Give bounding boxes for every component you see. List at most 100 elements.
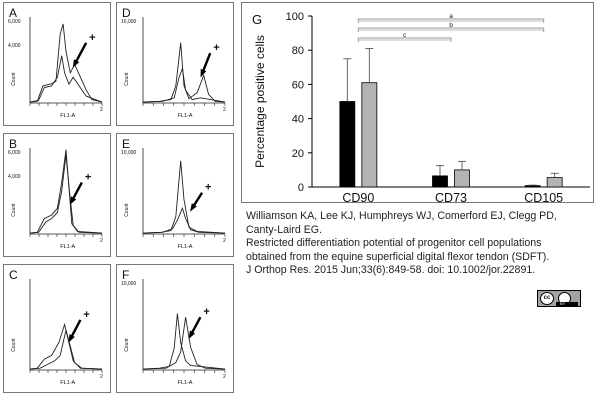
- histogram-curve: [142, 313, 226, 370]
- y-axis-label: Count: [11, 338, 17, 352]
- x-axis-label: FL1-A: [177, 244, 192, 250]
- bar: [361, 82, 378, 188]
- significance-label: b: [449, 22, 453, 29]
- plus-marker: +: [213, 42, 219, 54]
- arrowhead-icon: [188, 330, 196, 339]
- histogram-curve-alt: [142, 317, 226, 370]
- bar-chart: G 0 20 40 60 80 100 Percentage positive cells CD…: [252, 11, 590, 204]
- y-tick-label: 10,000: [121, 150, 137, 156]
- plus-marker: +: [89, 32, 95, 44]
- panel-label: D: [122, 6, 131, 20]
- significance-label: a: [449, 13, 453, 20]
- x-tick-label: CD105: [524, 191, 563, 204]
- y-tick-label: 4,000: [8, 174, 21, 180]
- histogram-curve: [29, 149, 103, 234]
- histogram: 10,000 Count FL1-A 2 +: [121, 279, 226, 386]
- y-axis-label: Count: [11, 203, 17, 217]
- y-tick-label: 60: [292, 79, 304, 91]
- histogram: 6,000 4,000 Count FL1-A 2 +: [8, 17, 103, 119]
- arrowhead-icon: [190, 203, 197, 212]
- cc-icon: cc: [540, 292, 554, 305]
- plus-marker: +: [85, 171, 91, 183]
- histogram-curve-alt: [29, 55, 103, 103]
- y-tick-label: 40: [292, 114, 304, 126]
- bar: [339, 101, 356, 188]
- citation-title-cont: obtained from the equine superficial dig…: [246, 250, 550, 263]
- panel-label: F: [122, 268, 130, 282]
- x-tick-label: 2: [100, 238, 103, 244]
- x-tick-label: 2: [223, 107, 226, 113]
- panel-label: B: [9, 137, 18, 151]
- citation-authors: Williamson KA, Lee KJ, Humphreys WJ, Com…: [246, 210, 557, 222]
- y-axis-label: Count: [11, 72, 17, 86]
- histogram: 6,000 4,000 Count FL1-A 2 +: [8, 148, 103, 250]
- panel-a: 6,000 4,000 Count FL1-A 2 + A: [3, 2, 111, 126]
- bar: [454, 169, 470, 188]
- y-tick-label: 20: [292, 148, 304, 160]
- x-axis-label: FL1-A: [60, 244, 75, 250]
- histogram-curve-alt: [29, 329, 103, 370]
- x-tick-label: 2: [223, 238, 226, 244]
- panel-d: 10,000 Count FL1-A 2 + D: [116, 2, 234, 126]
- citation: Williamson KA, Lee KJ, Humphreys WJ, Com…: [246, 210, 596, 278]
- y-axis-label: Percentage positive cells: [253, 35, 267, 168]
- y-tick-label: 10,000: [121, 19, 137, 25]
- bar: [432, 175, 448, 188]
- x-tick-label: 2: [223, 374, 226, 380]
- x-axis-label: FL1-A: [60, 380, 75, 386]
- y-tick-label: 0: [298, 182, 304, 194]
- y-tick-label: 10,000: [121, 281, 137, 287]
- panel-label: G: [252, 12, 262, 27]
- y-axis-label: Count: [124, 72, 130, 86]
- y-axis-label: Count: [124, 338, 130, 352]
- y-tick-label: 6,000: [8, 19, 21, 25]
- panel-b: 6,000 4,000 Count FL1-A 2 + B: [3, 133, 111, 257]
- histogram-curve: [29, 23, 103, 103]
- x-tick-label: CD73: [435, 191, 467, 204]
- histogram-curve-alt: [142, 66, 226, 103]
- citation-title: Restricted differentiation potential of …: [246, 237, 542, 249]
- bar-chart-panel: G 0 20 40 60 80 100 Percentage positive cells CD…: [241, 2, 594, 204]
- histogram-curve-alt: [29, 154, 103, 234]
- histogram: 10,000 Count FL1-A 2 +: [121, 17, 226, 119]
- bar: [546, 177, 563, 188]
- histogram-curve: [142, 160, 226, 234]
- arrowhead-icon: [68, 334, 75, 343]
- bar: [524, 185, 541, 188]
- arrowhead-icon: [72, 59, 80, 68]
- histogram-curve: [142, 42, 226, 103]
- by-label: BY: [560, 301, 566, 306]
- panel-label: E: [122, 137, 131, 151]
- arrow-icon: [73, 42, 88, 65]
- arrowhead-icon: [200, 68, 207, 78]
- citation-journal: J Orthop Res. 2015 Jun;33(6):849-58. doi…: [246, 264, 536, 276]
- x-axis-label: FL1-A: [60, 113, 75, 119]
- x-axis-label: FL1-A: [177, 113, 192, 119]
- panel-f: 10,000 Count FL1-A 2 + F: [116, 264, 234, 393]
- y-tick-label: 6,000: [8, 150, 21, 156]
- panel-c: Count FL1-A 2 + C: [3, 264, 111, 393]
- y-tick-label: 4,000: [8, 43, 21, 49]
- plus-marker: +: [205, 182, 211, 194]
- histogram: Count FL1-A 2 +: [11, 279, 103, 386]
- significance-bracket: [357, 27, 545, 32]
- license-strip: [556, 302, 578, 307]
- x-tick-label: 2: [100, 374, 103, 380]
- y-tick-label: 100: [286, 11, 304, 23]
- citation-authors-cont: Canty-Laird EG.: [246, 223, 322, 236]
- plus-marker: +: [83, 309, 89, 321]
- histogram-curve-alt: [142, 206, 226, 234]
- y-axis-label: Count: [124, 203, 130, 217]
- x-tick-label: 2: [100, 107, 103, 113]
- significance-label: c: [403, 32, 407, 39]
- y-tick-label: 80: [292, 45, 304, 57]
- histogram: 10,000 Count FL1-A 2 +: [121, 148, 226, 250]
- x-axis-label: FL1-A: [177, 380, 192, 386]
- panel-label: A: [9, 6, 18, 20]
- panel-label: C: [9, 268, 18, 282]
- plus-marker: +: [203, 306, 209, 318]
- x-tick-label: CD90: [342, 191, 374, 204]
- panel-e: 10,000 Count FL1-A 2 + E: [116, 133, 234, 257]
- cc-by-license-badge: cc BY: [537, 290, 581, 307]
- arrowhead-icon: [69, 196, 77, 205]
